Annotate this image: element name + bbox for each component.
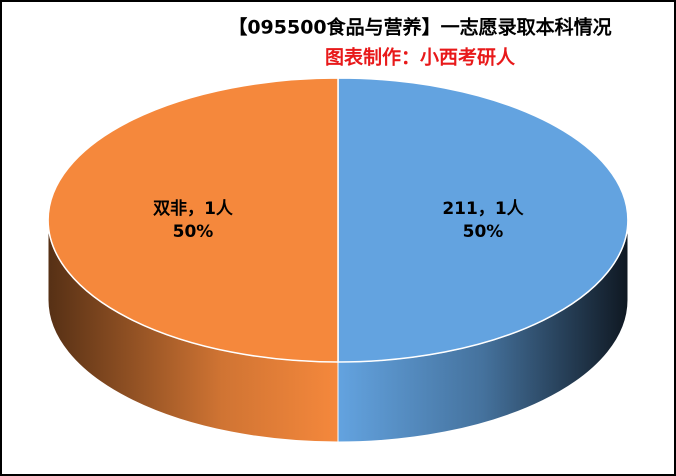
label-value: 1人 <box>204 199 234 219</box>
chart-subtitle: 图表制作：小西考研人 <box>325 46 516 69</box>
tops <box>47 77 629 363</box>
slice <box>47 77 339 363</box>
label-category: 双非 <box>153 198 187 219</box>
chart-title: 【095500食品与营养】一志愿录取本科情况 <box>228 16 611 39</box>
percent-label: 50% <box>173 222 214 242</box>
label-separator: ， <box>187 199 204 219</box>
label-category: 211 <box>442 199 478 219</box>
label-value: 1人 <box>495 199 525 219</box>
data-label: 211，1人 <box>442 199 524 219</box>
label-separator: ， <box>478 199 495 219</box>
slice <box>337 77 629 363</box>
percent-label: 50% <box>463 222 504 242</box>
data-label: 双非，1人 <box>153 198 234 219</box>
